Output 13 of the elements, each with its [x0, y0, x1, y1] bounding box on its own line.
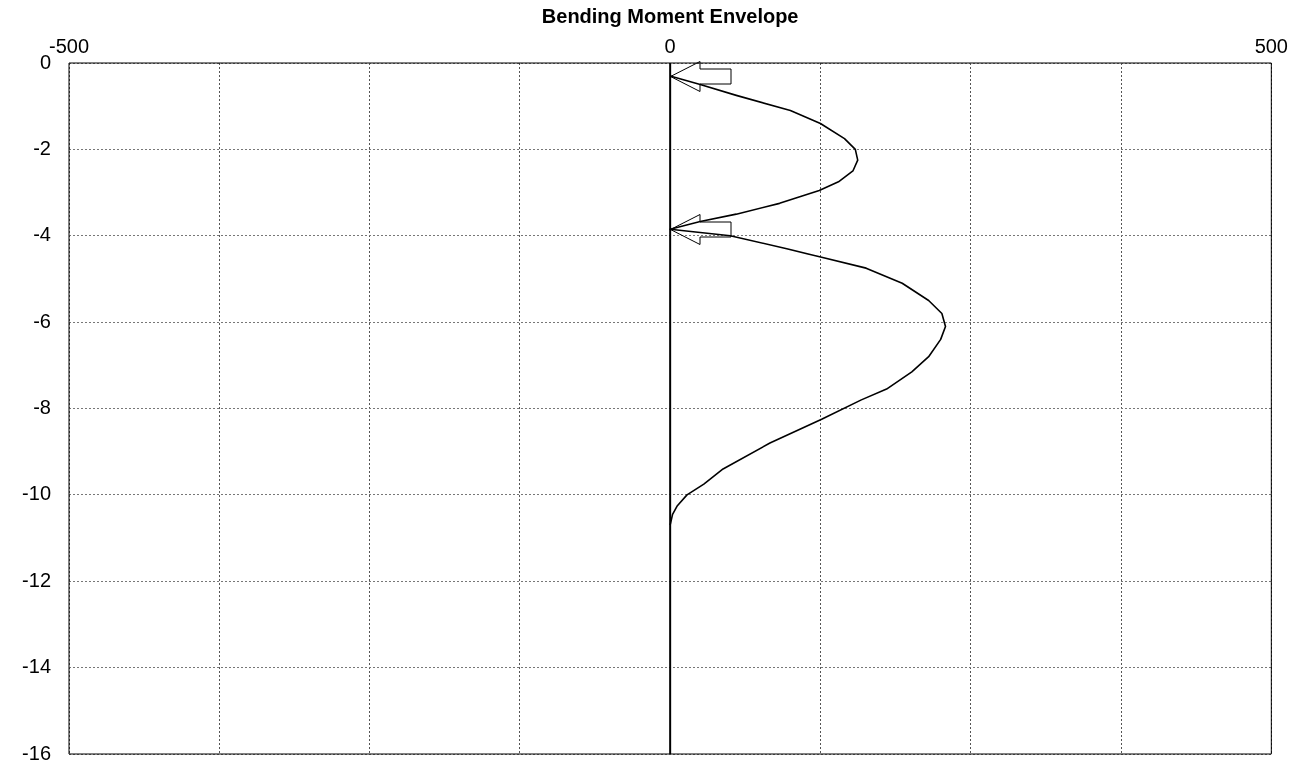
y-tick-label: -16 — [22, 741, 51, 764]
y-tick-label: -12 — [22, 568, 51, 591]
y-tick-label: 0 — [39, 50, 51, 73]
x-tick-label: 500 — [1254, 34, 1288, 57]
y-tick-label: -10 — [22, 482, 51, 505]
x-tick-label: -500 — [48, 34, 90, 57]
y-tick-label: -2 — [33, 136, 51, 159]
y-tick-label: -8 — [33, 396, 51, 419]
chart-title: Bending Moment Envelope — [541, 4, 799, 27]
x-tick-label: 0 — [664, 34, 676, 57]
y-tick-label: -4 — [33, 223, 51, 246]
y-tick-label: -14 — [22, 655, 51, 678]
y-tick-label: -6 — [33, 309, 51, 332]
